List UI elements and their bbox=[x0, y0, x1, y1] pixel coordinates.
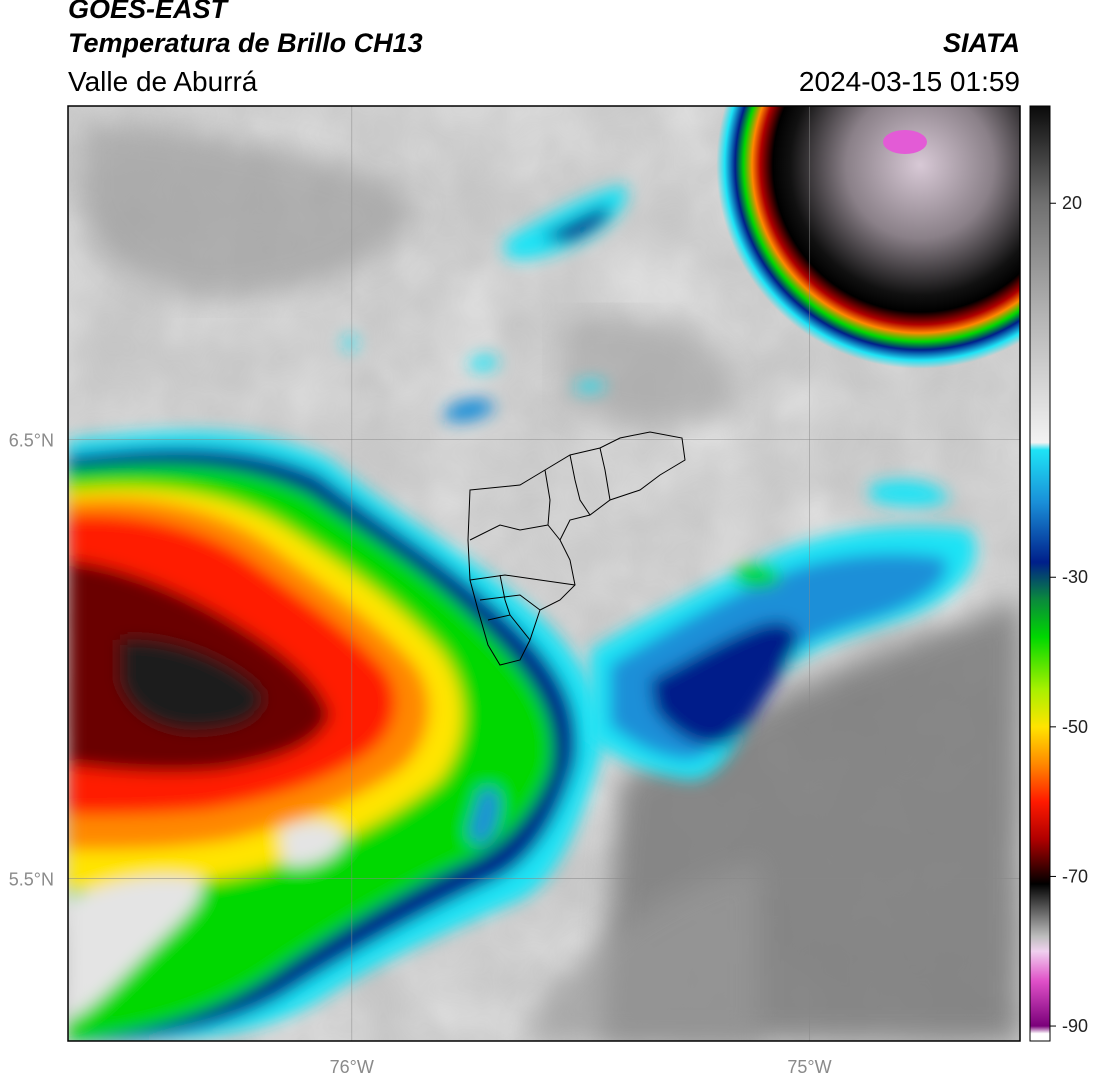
colorbar-tick-label: -70 bbox=[1062, 866, 1088, 886]
colorbar-tick-label: -90 bbox=[1062, 1016, 1088, 1036]
map-grid bbox=[68, 106, 1020, 1041]
colorbar-tick-label: -50 bbox=[1062, 717, 1088, 737]
storm-cell-northeast bbox=[710, 106, 1020, 375]
lon-tick-label: 76°W bbox=[330, 1057, 374, 1077]
coldest-top-northeast bbox=[883, 130, 927, 154]
agency-label: SIATA bbox=[943, 28, 1020, 58]
colorbar-tick-label: 20 bbox=[1062, 193, 1082, 213]
aburra-valley-boundaries bbox=[467, 431, 686, 666]
lon-tick-label: 75°W bbox=[787, 1057, 831, 1077]
latitude-axis: 6.5°N 5.5°N bbox=[9, 431, 54, 890]
map-frame bbox=[67, 105, 1021, 1042]
satellite-imagery bbox=[68, 106, 1020, 1041]
timestamp-label: 2024-03-15 01:59 bbox=[798, 66, 1020, 97]
region-subtitle: Valle de Aburrá bbox=[68, 66, 258, 97]
colorbar: 20 -30 -50 -70 -90 bbox=[1029, 105, 1088, 1042]
colorbar-tick-label: -30 bbox=[1062, 567, 1088, 587]
isolated-cells-north bbox=[343, 185, 628, 422]
satellite-title: GOES-EAST bbox=[68, 0, 228, 24]
longitude-axis: 76°W 75°W bbox=[330, 1057, 832, 1077]
cloud-band-east bbox=[590, 480, 977, 780]
lat-tick-label: 5.5°N bbox=[9, 870, 54, 890]
colorbar-scale bbox=[1029, 105, 1051, 1042]
colorbar-ticks: 20 -30 -50 -70 -90 bbox=[1050, 193, 1088, 1036]
product-title: Temperatura de Brillo CH13 bbox=[68, 28, 423, 58]
lat-tick-label: 6.5°N bbox=[9, 431, 54, 451]
convective-system-southwest bbox=[68, 431, 602, 1041]
